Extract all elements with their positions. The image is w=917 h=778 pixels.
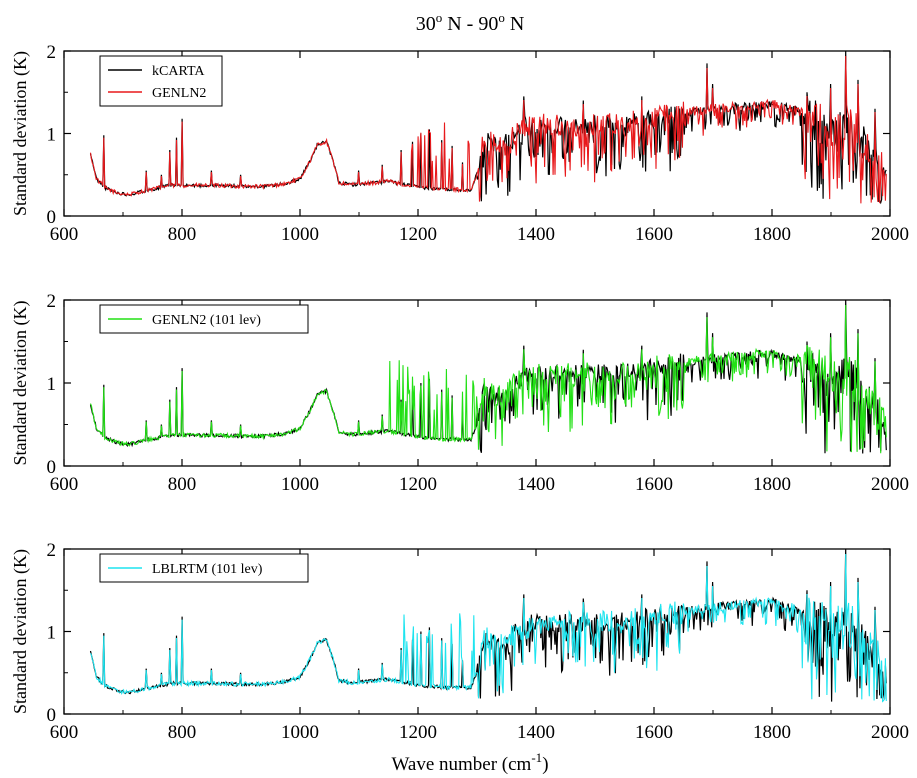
x-tick-label: 1600 (635, 474, 673, 495)
x-tick-label: 600 (50, 224, 79, 245)
legend-label: GENLN2 (101 lev) (152, 313, 261, 328)
x-tick-label: 1200 (399, 474, 437, 495)
chart-panel-1: 600 800 1000 1200 1400 1600 1800 2000 0 1 2 Standar… (10, 42, 909, 245)
chart-title: 30o N - 90o N (416, 10, 525, 35)
y-tick-label: 1 (47, 623, 57, 644)
y-tick-label: 2 (47, 42, 57, 63)
y-tick-label: 0 (47, 457, 57, 478)
x-tick-label: 2000 (871, 722, 909, 743)
series-line-model (89, 304, 887, 454)
x-tick-label: 1800 (753, 722, 791, 743)
x-tick-label: 1800 (753, 474, 791, 495)
panels: 600 800 1000 1200 1400 1600 1800 2000012Standar… (10, 42, 909, 743)
x-tick-label: 1000 (281, 722, 319, 743)
chart-panel-3: 600 800 1000 1200 1400 1600 1800 2000 0 1 2 Standar… (10, 540, 909, 743)
y-tick-label: 2 (47, 540, 57, 561)
legend-label: LBLRTM (101 lev) (152, 562, 263, 577)
x-tick-label: 1400 (517, 474, 555, 495)
x-tick-label: 1400 (517, 722, 555, 743)
x-tick-label: 1400 (517, 224, 555, 245)
x-tick-label: 1800 (753, 224, 791, 245)
x-tick-label: 2000 (871, 224, 909, 245)
y-axis-label: Standard deviation (K) (10, 51, 31, 216)
x-tick-label: 600 (50, 722, 79, 743)
series-line-reference (89, 51, 887, 205)
x-tick-label: 800 (168, 722, 197, 743)
x-tick-label: 1000 (281, 474, 319, 495)
x-tick-label: 1600 (635, 722, 673, 743)
legend-label: GENLN2 (152, 86, 206, 101)
legend-box (99, 55, 223, 107)
x-tick-label: 2000 (871, 474, 909, 495)
series-line-model (90, 553, 887, 703)
x-tick-label: 1200 (399, 722, 437, 743)
y-axis-label: Standard deviation (K) (10, 549, 31, 714)
y-tick-label: 1 (47, 374, 57, 395)
y-axis-label: Standard deviation (K) (10, 301, 31, 466)
x-tick-label: 800 (168, 224, 197, 245)
y-tick-label: 0 (47, 207, 57, 228)
chart-panel-2: 600 800 1000 1200 1400 1600 1800 2000 0 1 2 Standar… (10, 291, 909, 495)
x-axis-label: Wave number (cm-1) (391, 750, 548, 775)
x-tick-label: 800 (168, 474, 197, 495)
y-tick-label: 2 (47, 291, 57, 312)
x-tick-label: 600 (50, 474, 79, 495)
series-line-model (89, 55, 887, 204)
x-tick-label: 1000 (281, 224, 319, 245)
x-tick-label: 1200 (399, 224, 437, 245)
legend-label: kCARTA (152, 64, 205, 79)
y-tick-label: 1 (47, 125, 57, 146)
x-tick-label: 1600 (635, 224, 673, 245)
y-tick-label: 0 (47, 705, 57, 726)
